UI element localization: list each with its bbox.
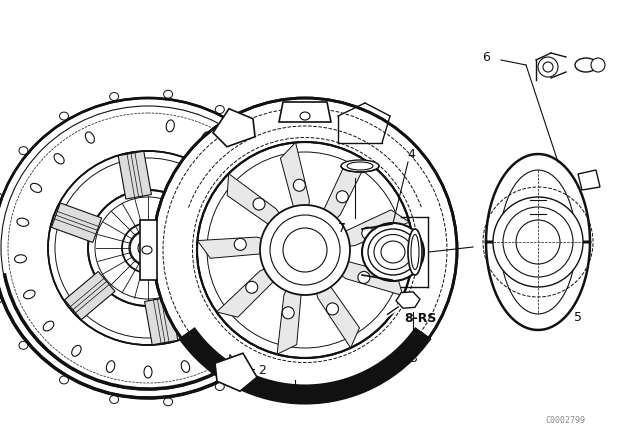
Polygon shape — [280, 142, 309, 250]
Circle shape — [362, 227, 374, 239]
Circle shape — [293, 179, 305, 191]
Ellipse shape — [0, 98, 303, 398]
Circle shape — [234, 238, 246, 250]
Circle shape — [358, 271, 370, 284]
Circle shape — [260, 205, 350, 295]
Polygon shape — [277, 250, 305, 354]
Polygon shape — [396, 292, 420, 308]
Text: 5: 5 — [574, 310, 582, 323]
Ellipse shape — [575, 58, 597, 72]
Text: 8-RS: 8-RS — [404, 311, 436, 324]
Text: 1: 1 — [301, 388, 309, 401]
Ellipse shape — [122, 223, 174, 273]
Text: C0002799: C0002799 — [545, 415, 585, 425]
Polygon shape — [216, 250, 305, 317]
Polygon shape — [65, 271, 115, 320]
Text: 6: 6 — [482, 51, 490, 64]
Ellipse shape — [88, 190, 208, 306]
Polygon shape — [305, 162, 367, 250]
Polygon shape — [305, 250, 403, 296]
Ellipse shape — [362, 223, 424, 281]
Circle shape — [253, 198, 265, 210]
Polygon shape — [486, 154, 590, 330]
Polygon shape — [279, 102, 331, 122]
Polygon shape — [51, 203, 102, 242]
Polygon shape — [213, 109, 255, 147]
Text: 4: 4 — [407, 147, 415, 160]
Circle shape — [493, 197, 583, 287]
Text: 7: 7 — [338, 221, 346, 234]
Polygon shape — [578, 170, 600, 190]
Polygon shape — [227, 174, 305, 250]
Circle shape — [591, 58, 605, 72]
Circle shape — [246, 281, 258, 293]
Polygon shape — [118, 151, 152, 199]
Polygon shape — [140, 220, 157, 280]
Text: 3: 3 — [409, 352, 417, 365]
Circle shape — [153, 98, 457, 402]
Polygon shape — [215, 353, 257, 391]
Circle shape — [282, 307, 294, 319]
Text: 2: 2 — [258, 363, 266, 376]
Polygon shape — [145, 297, 178, 345]
Polygon shape — [305, 250, 360, 348]
Circle shape — [326, 303, 339, 315]
Polygon shape — [197, 237, 305, 258]
Ellipse shape — [408, 229, 422, 275]
Ellipse shape — [48, 151, 248, 345]
Polygon shape — [181, 177, 232, 224]
Circle shape — [336, 191, 348, 203]
Ellipse shape — [341, 160, 379, 172]
Polygon shape — [305, 210, 410, 250]
Circle shape — [197, 142, 413, 358]
Polygon shape — [195, 254, 244, 293]
